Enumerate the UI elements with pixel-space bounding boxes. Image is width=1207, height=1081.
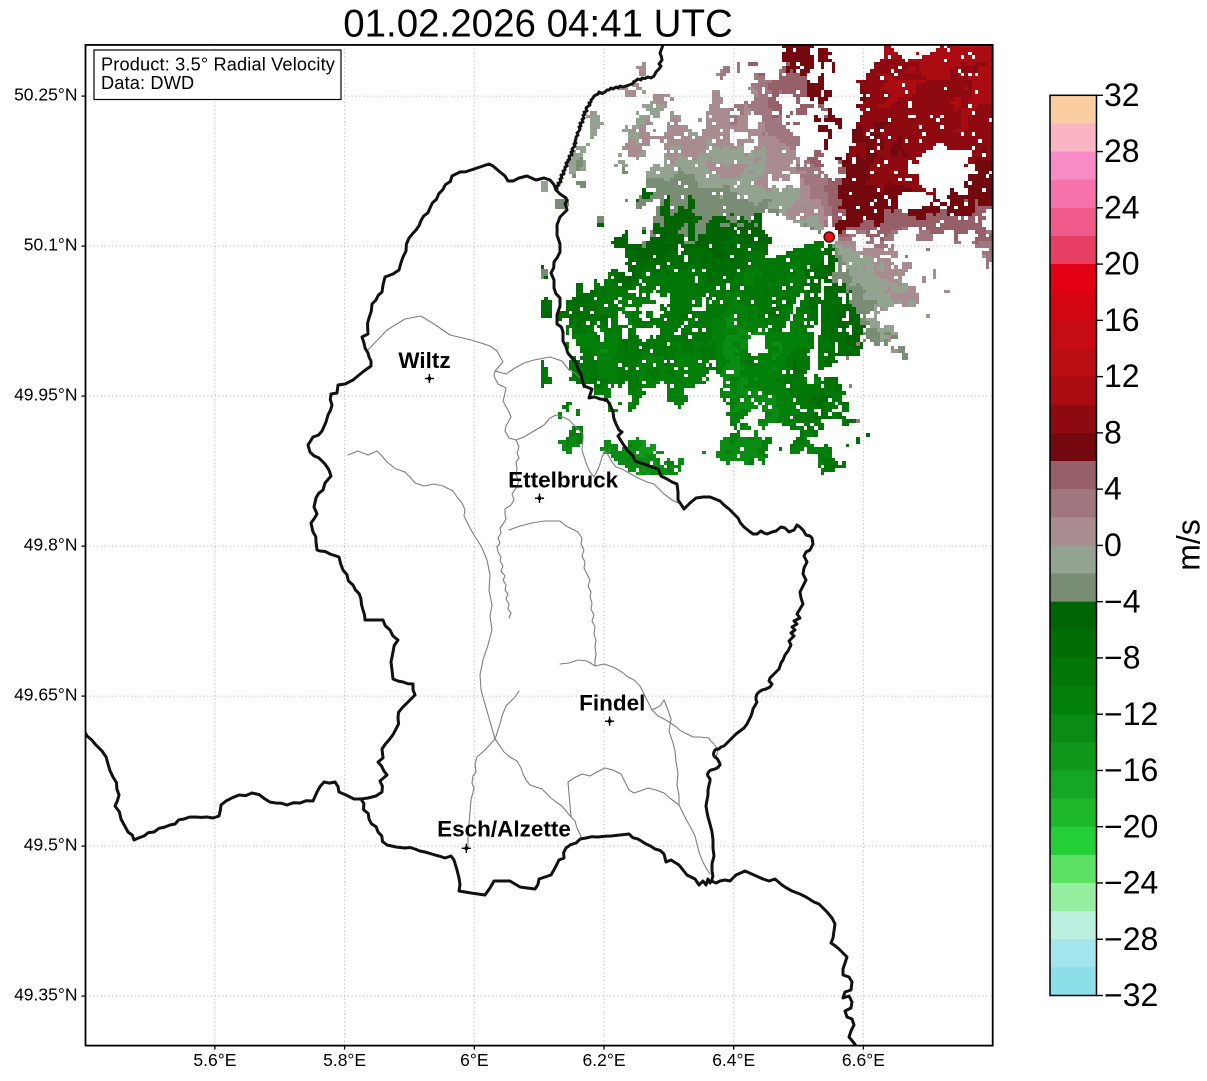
- svg-text:4: 4: [1104, 471, 1122, 507]
- svg-text:50.1°N: 50.1°N: [24, 235, 78, 255]
- svg-text:6.6°E: 6.6°E: [842, 1050, 885, 1070]
- svg-text:Findel: Findel: [579, 691, 645, 716]
- svg-text:−20: −20: [1104, 808, 1158, 844]
- svg-text:12: 12: [1104, 358, 1140, 394]
- svg-text:−24: −24: [1104, 865, 1158, 901]
- svg-text:49.5°N: 49.5°N: [24, 835, 78, 855]
- svg-text:32: 32: [1104, 77, 1140, 113]
- svg-text:Data: DWD: Data: DWD: [101, 73, 194, 93]
- svg-text:−12: −12: [1104, 696, 1158, 732]
- svg-text:Product: 3.5° Radial Velocity: Product: 3.5° Radial Velocity: [101, 55, 336, 75]
- svg-text:−8: −8: [1104, 640, 1140, 676]
- svg-text:01.02.2026 04:41 UTC: 01.02.2026 04:41 UTC: [343, 3, 733, 46]
- svg-text:28: 28: [1104, 133, 1140, 169]
- svg-text:6.2°E: 6.2°E: [583, 1050, 626, 1070]
- svg-text:6°E: 6°E: [460, 1050, 488, 1070]
- svg-text:24: 24: [1104, 189, 1140, 225]
- svg-text:6.4°E: 6.4°E: [712, 1050, 755, 1070]
- svg-text:5.8°E: 5.8°E: [323, 1050, 366, 1070]
- svg-text:0: 0: [1104, 527, 1122, 563]
- svg-text:49.8°N: 49.8°N: [24, 535, 78, 555]
- svg-text:20: 20: [1104, 246, 1140, 282]
- svg-text:8: 8: [1104, 415, 1122, 451]
- svg-text:49.95°N: 49.95°N: [14, 385, 77, 405]
- svg-text:Wiltz: Wiltz: [398, 348, 450, 373]
- svg-text:−32: −32: [1104, 977, 1158, 1013]
- svg-text:m/s: m/s: [1171, 519, 1207, 571]
- svg-text:49.35°N: 49.35°N: [14, 985, 77, 1005]
- svg-text:49.65°N: 49.65°N: [14, 685, 77, 705]
- svg-text:−16: −16: [1104, 752, 1158, 788]
- svg-text:16: 16: [1104, 302, 1140, 338]
- svg-text:−4: −4: [1104, 583, 1140, 619]
- svg-text:Esch/Alzette: Esch/Alzette: [437, 817, 571, 842]
- svg-text:−28: −28: [1104, 921, 1158, 957]
- svg-text:5.6°E: 5.6°E: [193, 1050, 236, 1070]
- svg-text:Ettelbruck: Ettelbruck: [508, 468, 619, 493]
- svg-text:50.25°N: 50.25°N: [14, 85, 77, 105]
